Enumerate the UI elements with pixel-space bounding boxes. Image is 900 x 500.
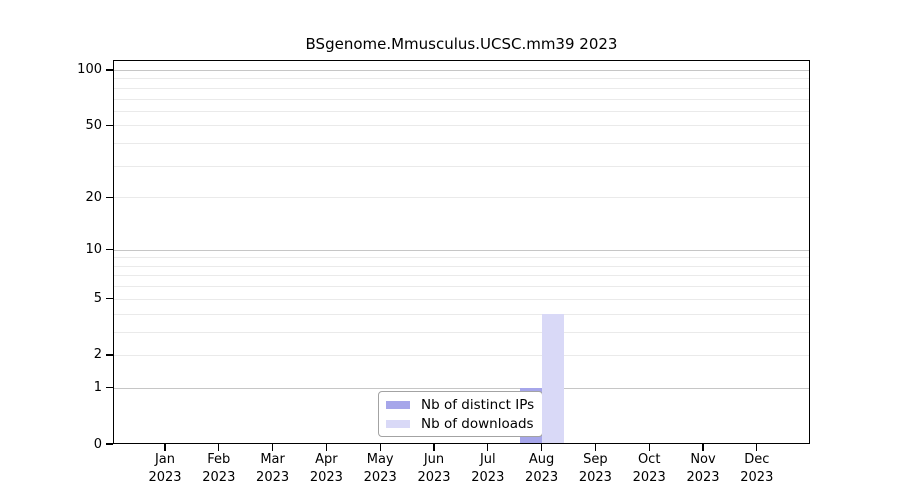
gridline-minor: [113, 143, 810, 145]
legend-swatch-distinct-ips: [386, 400, 410, 409]
gridline-major: [113, 69, 810, 71]
y-axis-tick: [106, 249, 113, 251]
x-label-year: 2023: [256, 469, 290, 485]
y-axis-tick: [106, 298, 113, 300]
y-axis-tick: [106, 387, 113, 389]
x-axis-tick-label: Sep 2023: [565, 451, 625, 486]
x-axis-tick: [648, 444, 650, 451]
gridline-minor: [113, 354, 810, 356]
y-axis-tick-label: 100: [77, 62, 102, 78]
gridline-minor: [113, 265, 810, 267]
x-axis-tick: [325, 444, 327, 451]
x-axis-tick-label: Feb 2023: [189, 451, 249, 486]
legend-label: Nb of distinct IPs: [421, 396, 535, 413]
x-axis-tick-label: Jun 2023: [404, 451, 464, 486]
x-label-month: Apr: [315, 452, 338, 467]
x-label-year: 2023: [632, 469, 666, 485]
y-axis-tick: [106, 354, 113, 356]
x-label-month: Oct: [637, 452, 661, 467]
x-axis-tick: [594, 444, 596, 451]
x-axis-tick: [702, 444, 704, 451]
bar-downloads: [541, 313, 564, 444]
x-axis-tick-label: Aug 2023: [512, 451, 572, 486]
x-label-year: 2023: [309, 469, 343, 485]
chart-title: BSgenome.Mmusculus.UCSC.mm39 2023: [305, 35, 618, 53]
y-axis-tick: [106, 69, 113, 71]
y-axis-tick: [106, 196, 113, 198]
legend-row: Nb of downloads: [386, 416, 542, 432]
x-label-month: May: [366, 452, 394, 467]
x-axis-tick-label: Mar 2023: [243, 451, 303, 486]
gridline-minor: [113, 165, 810, 167]
y-axis-tick-label: 10: [85, 242, 102, 258]
gridline-minor: [113, 197, 810, 199]
y-axis-tick-label: 50: [85, 117, 102, 133]
x-label-year: 2023: [417, 469, 451, 485]
gridline-minor: [113, 313, 810, 315]
x-label-month: Aug: [528, 452, 555, 467]
gridline-major: [113, 387, 810, 389]
x-label-year: 2023: [148, 469, 182, 485]
x-label-year: 2023: [525, 469, 559, 485]
y-axis-tick: [106, 443, 113, 445]
x-label-month: Jun: [423, 452, 445, 467]
y-axis-tick-label: 1: [93, 380, 102, 396]
x-axis-tick: [379, 444, 381, 451]
x-label-year: 2023: [740, 469, 774, 485]
gridline-minor: [113, 286, 810, 288]
x-label-year: 2023: [363, 469, 397, 485]
x-label-month: Dec: [744, 452, 770, 467]
x-label-month: Jan: [154, 452, 176, 467]
gridline-major: [113, 249, 810, 251]
x-label-year: 2023: [686, 469, 720, 485]
x-axis-tick: [164, 444, 166, 451]
x-label-month: Jul: [479, 452, 496, 467]
gridline-minor: [113, 298, 810, 300]
x-axis-tick-label: Jan 2023: [135, 451, 195, 486]
legend: Nb of distinct IPs Nb of downloads: [378, 391, 543, 437]
x-axis-tick-label: Jul 2023: [458, 451, 518, 486]
x-label-year: 2023: [202, 469, 236, 485]
y-axis-tick-label: 20: [85, 189, 102, 205]
legend-row: Nb of distinct IPs: [386, 397, 542, 413]
x-axis-tick: [433, 444, 435, 451]
x-label-year: 2023: [578, 469, 612, 485]
x-axis-tick-label: May 2023: [350, 451, 410, 486]
x-axis-tick: [487, 444, 489, 451]
x-axis-tick-label: Oct 2023: [619, 451, 679, 486]
x-label-month: Sep: [583, 452, 608, 467]
gridline-minor: [113, 87, 810, 89]
x-axis-tick-label: Dec 2023: [727, 451, 787, 486]
gridline-minor: [113, 275, 810, 277]
y-axis-tick-label: 0: [93, 436, 102, 452]
x-axis-tick: [272, 444, 274, 451]
gridline-minor: [113, 98, 810, 100]
gridline-minor: [113, 331, 810, 333]
x-axis-tick: [756, 444, 758, 451]
x-label-month: Feb: [207, 452, 231, 467]
gridline-minor: [113, 78, 810, 80]
legend-swatch-downloads: [386, 419, 410, 428]
x-label-month: Nov: [690, 452, 716, 467]
x-label-month: Mar: [260, 452, 285, 467]
y-axis-tick-label: 5: [93, 291, 102, 307]
plot-area: Nb of distinct IPs Nb of downloads: [113, 60, 810, 444]
x-axis-tick: [541, 444, 543, 451]
x-label-year: 2023: [471, 469, 505, 485]
x-axis-tick-label: Nov 2023: [673, 451, 733, 486]
x-axis-tick-label: Apr 2023: [296, 451, 356, 486]
y-axis-tick: [106, 124, 113, 126]
y-axis-tick-label: 2: [93, 347, 102, 363]
gridline-minor: [113, 110, 810, 112]
gridline-minor: [113, 125, 810, 127]
legend-label: Nb of downloads: [421, 415, 534, 432]
x-axis-tick: [218, 444, 220, 451]
gridline-minor: [113, 257, 810, 259]
